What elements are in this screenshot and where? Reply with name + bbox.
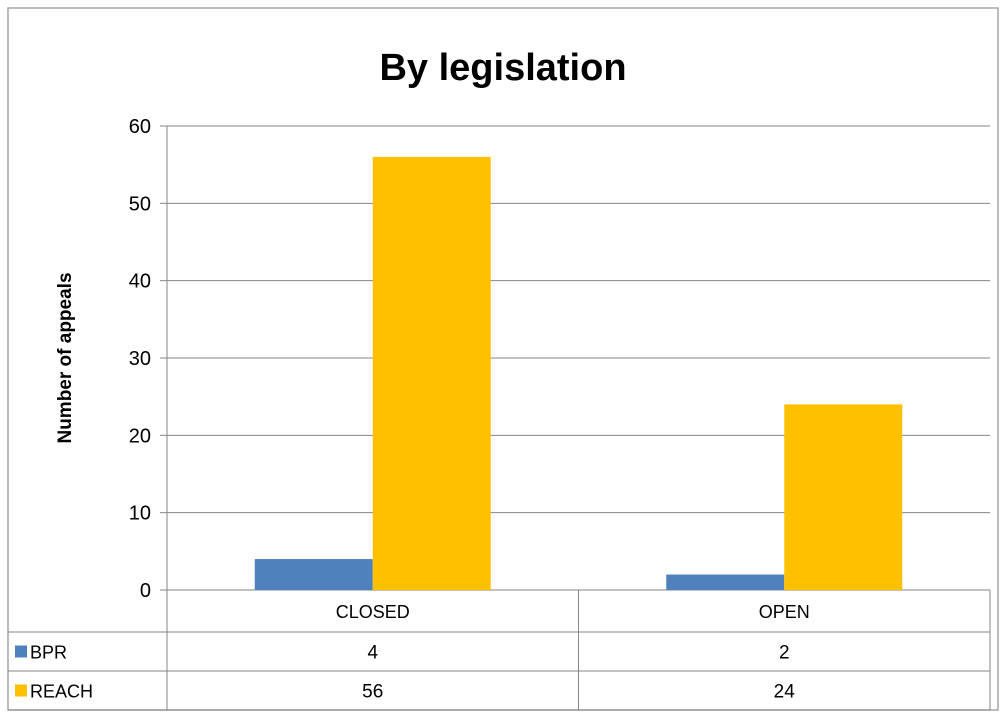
category-label: CLOSED	[336, 602, 410, 622]
chart-border	[7, 7, 999, 711]
legend-swatch-bpr	[15, 645, 27, 658]
bar-reach-closed	[372, 156, 491, 590]
data-value: 56	[362, 682, 383, 703]
data-value: 4	[367, 643, 378, 664]
bar-bpr-open	[666, 574, 785, 590]
y-tick-label: 0	[140, 580, 151, 602]
data-value: 24	[774, 682, 796, 703]
y-tick-label: 20	[129, 425, 151, 447]
chart-title: By legislation	[379, 47, 626, 89]
series-name-reach: REACH	[30, 682, 93, 702]
y-axis-label: Number of appeals	[55, 272, 76, 443]
y-tick-label: 10	[129, 503, 151, 525]
y-tick-label: 50	[129, 193, 151, 215]
bar-bpr-closed	[254, 559, 373, 590]
category-label: OPEN	[759, 602, 810, 622]
bar-reach-open	[784, 404, 903, 590]
series-name-bpr: BPR	[30, 643, 67, 663]
y-tick-label: 40	[129, 271, 151, 293]
legend-swatch-reach	[15, 684, 27, 697]
y-tick-label: 60	[129, 116, 151, 138]
data-value: 2	[779, 643, 790, 664]
y-tick-label: 30	[129, 348, 151, 370]
